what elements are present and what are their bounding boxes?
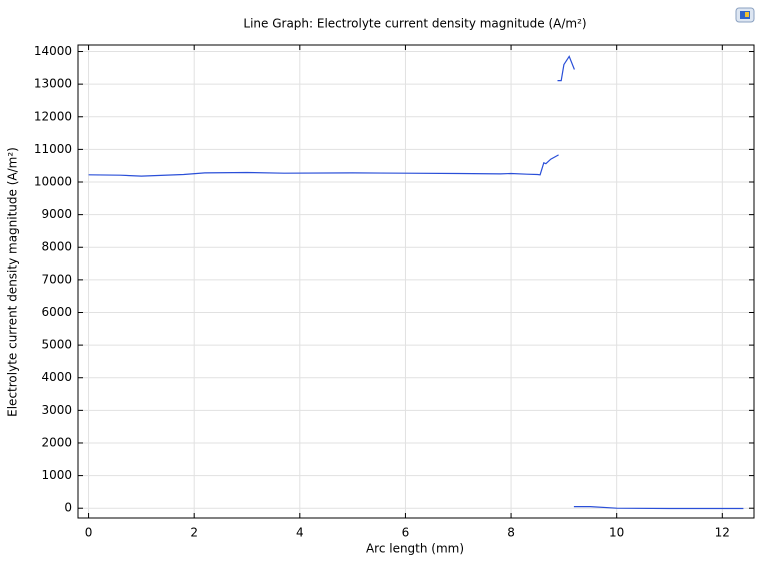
x-tick-label: 0	[85, 526, 93, 540]
y-axis-label: Electrolyte current density magnitude (A…	[6, 147, 20, 417]
x-tick-label: 8	[507, 526, 515, 540]
y-tick-label: 9000	[41, 207, 72, 221]
icon-spot	[745, 12, 749, 17]
x-tick-label: 6	[402, 526, 410, 540]
y-tick-label: 3000	[41, 403, 72, 417]
x-tick-label: 12	[715, 526, 730, 540]
toolbar-icon[interactable]	[735, 7, 755, 23]
y-tick-label: 13000	[34, 77, 72, 91]
y-tick-label: 6000	[41, 305, 72, 319]
data-line	[88, 55, 744, 510]
y-tick-label: 8000	[41, 240, 72, 254]
y-tick-label: 14000	[34, 44, 72, 58]
x-tick-label: 10	[609, 526, 624, 540]
y-tick-label: 12000	[34, 109, 72, 123]
y-tick-label: 0	[64, 501, 72, 515]
x-tick-label: 2	[190, 526, 198, 540]
x-tick-label: 4	[296, 526, 304, 540]
y-tick-label: 1000	[41, 468, 72, 482]
chart-title: Line Graph: Electrolyte current density …	[243, 17, 586, 31]
y-tick-label: 7000	[41, 272, 72, 286]
y-tick-label: 11000	[34, 142, 72, 156]
y-tick-label: 5000	[41, 338, 72, 352]
y-tick-label: 4000	[41, 370, 72, 384]
plot-frame	[77, 44, 755, 519]
x-axis-label: Arc length (mm)	[366, 542, 464, 556]
y-tick-label: 10000	[34, 175, 72, 189]
y-tick-label: 2000	[41, 435, 72, 449]
